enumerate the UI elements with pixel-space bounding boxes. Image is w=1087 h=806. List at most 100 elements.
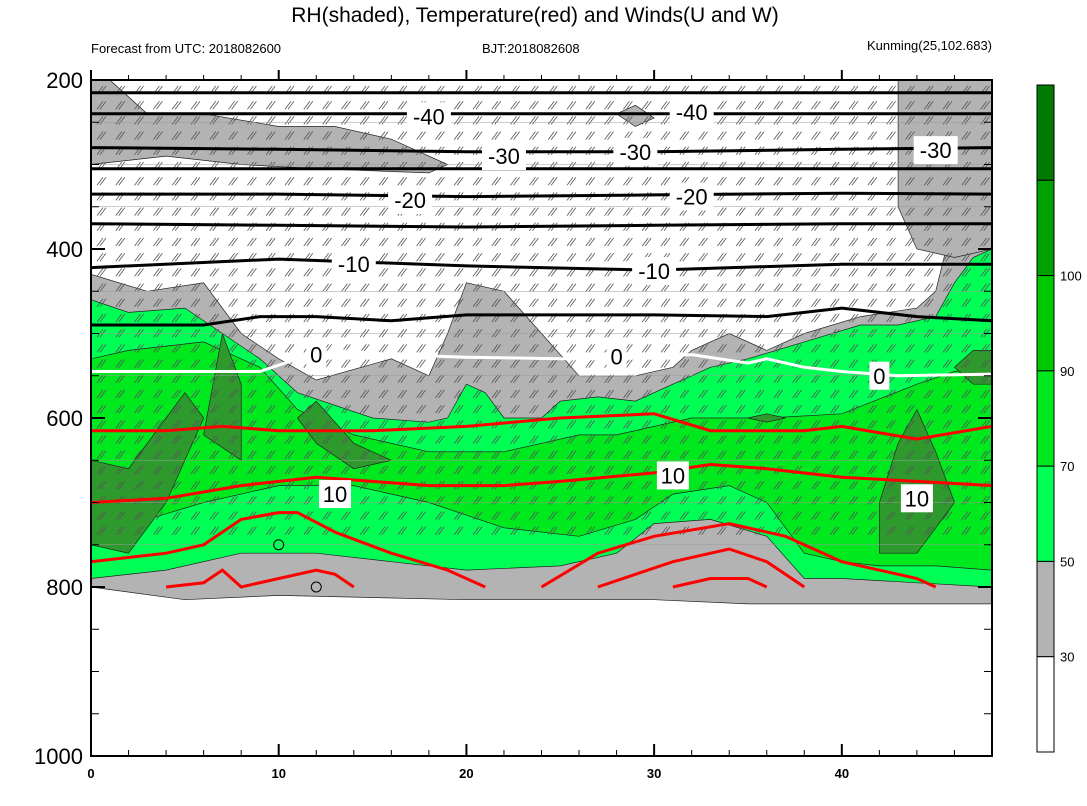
wind-barb	[284, 100, 292, 110]
wind-barb	[923, 450, 931, 460]
wind-barb	[905, 283, 912, 292]
wind-barb	[795, 435, 802, 444]
wind-barb	[137, 344, 144, 353]
wind-barb	[209, 116, 217, 125]
wind-barb	[325, 374, 332, 384]
wind-barb	[325, 420, 332, 429]
wind-barb	[287, 100, 295, 110]
wind-barb	[171, 298, 179, 308]
wind-barb	[795, 480, 802, 490]
wind-barb	[153, 176, 160, 186]
wind-barb	[623, 404, 630, 414]
wind-barb	[400, 237, 408, 247]
wind-barb	[529, 526, 536, 536]
wind-barb	[738, 207, 746, 216]
wind-barb	[720, 207, 727, 216]
wind-barb	[908, 298, 915, 308]
wind-barb	[757, 298, 765, 308]
wind-barb	[870, 268, 878, 277]
wind-barb	[566, 496, 574, 505]
wind-barb	[325, 465, 332, 475]
wind-barb	[359, 420, 367, 429]
wind-barb	[491, 359, 499, 368]
wind-barb	[698, 283, 705, 292]
wind-barb	[99, 268, 107, 277]
wind-barb	[569, 207, 577, 216]
wind-barb	[513, 116, 520, 125]
wind-barb	[212, 298, 220, 308]
wind-barb	[698, 511, 705, 520]
wind-barb	[851, 176, 859, 186]
wind-barb	[419, 359, 426, 368]
wind-barb	[212, 465, 220, 475]
wind-barb	[303, 237, 311, 247]
wind-barb	[529, 359, 536, 368]
wind-barb	[134, 404, 141, 414]
wind-barb	[231, 450, 238, 460]
wind-barb	[889, 207, 896, 216]
wind-barb	[886, 298, 893, 308]
wind-barb	[325, 237, 332, 247]
wind-barb	[720, 116, 727, 125]
wind-barb	[284, 374, 292, 384]
wind-barb	[623, 176, 630, 186]
wind-barb	[848, 176, 856, 186]
wind-barb	[814, 526, 821, 536]
wind-barb	[776, 116, 784, 125]
wind-barb	[569, 237, 577, 247]
wind-barb	[344, 404, 351, 414]
wind-barb	[641, 100, 649, 110]
wind-barb	[547, 465, 555, 475]
colorbar-swatch-0	[1036, 84, 1055, 181]
wind-barb	[644, 207, 652, 216]
wind-barb	[663, 511, 671, 520]
wind-barb	[212, 480, 220, 490]
wind-barb	[453, 450, 461, 460]
colorbar-label-2: 70	[1060, 459, 1074, 474]
wind-barb	[550, 420, 558, 429]
wind-barb	[588, 511, 596, 520]
wind-barb	[829, 207, 837, 216]
wind-barb	[660, 496, 668, 505]
wind-barb	[491, 298, 499, 308]
wind-barb	[209, 480, 217, 490]
wind-barb	[416, 344, 423, 353]
wind-barb	[926, 450, 934, 460]
wind-barb	[923, 359, 931, 368]
wind-barb	[228, 465, 235, 475]
wind-barb	[569, 435, 577, 444]
wind-barb	[325, 131, 332, 140]
wind-barb	[435, 237, 442, 247]
wind-barb	[435, 176, 442, 186]
wind-barb	[362, 298, 370, 308]
wind-barb	[209, 298, 217, 308]
wind-barb	[814, 404, 821, 414]
wind-barb	[832, 268, 840, 277]
y-tick-label-1: 400	[46, 237, 83, 262]
wind-barb	[287, 116, 295, 125]
wind-barb	[698, 435, 705, 444]
wind-barb	[604, 435, 611, 444]
wind-barb	[287, 450, 295, 460]
wind-barb	[400, 374, 408, 384]
wind-barb	[456, 131, 464, 140]
wind-barb	[250, 435, 257, 444]
wind-barb	[886, 480, 893, 490]
wind-barb	[942, 465, 950, 475]
wind-barb	[851, 511, 859, 520]
wind-barb	[886, 116, 893, 125]
wind-barb	[344, 116, 351, 125]
wind-barb	[604, 298, 611, 308]
wind-barb	[435, 207, 442, 216]
wind-barb	[738, 344, 746, 353]
wind-barb	[193, 465, 201, 475]
wind-barb	[980, 100, 987, 110]
wind-barb	[228, 389, 235, 399]
wind-barb	[701, 359, 708, 368]
wind-barb	[829, 100, 837, 110]
wind-barb	[491, 176, 499, 186]
wind-barb	[174, 268, 182, 277]
wind-barb	[626, 283, 633, 292]
wind-barb	[550, 298, 558, 308]
wind-barb	[945, 359, 953, 368]
